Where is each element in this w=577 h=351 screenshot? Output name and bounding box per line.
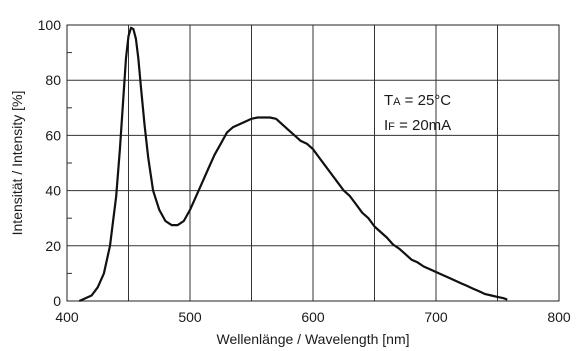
x-tick-label: 400 xyxy=(55,309,79,325)
x-tick-label: 700 xyxy=(424,309,448,325)
annotation-0: TA = 25°C xyxy=(384,92,451,109)
y-tick-label: 100 xyxy=(38,17,62,33)
y-tick-label: 0 xyxy=(53,293,61,309)
y-axis-title: Intensität / Intensity [%] xyxy=(9,91,25,236)
y-tick-label: 80 xyxy=(45,72,61,88)
x-tick-label: 500 xyxy=(178,309,202,325)
y-tick-label: 20 xyxy=(45,238,61,254)
x-axis: 400 500 600 700 800 xyxy=(55,309,571,325)
x-tick-label: 800 xyxy=(547,309,571,325)
y-axis: 0 20 40 60 80 100 xyxy=(38,17,72,309)
annotation-1: IF = 20mA xyxy=(384,117,451,134)
x-tick-label: 600 xyxy=(301,309,325,325)
grid xyxy=(67,25,559,301)
annotations: TA = 25°C IF = 20mA xyxy=(384,92,451,134)
y-tick-label: 40 xyxy=(45,183,61,199)
x-axis-title: Wellenlänge / Wavelength [nm] xyxy=(217,331,410,347)
y-tick-label: 60 xyxy=(45,127,61,143)
series-line xyxy=(78,26,508,303)
